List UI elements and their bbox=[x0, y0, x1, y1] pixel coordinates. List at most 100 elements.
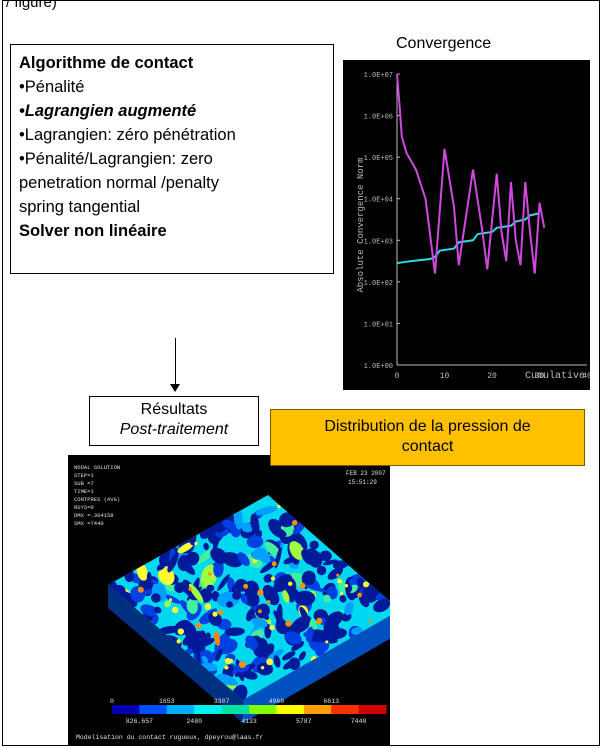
pressure-spot bbox=[217, 574, 230, 591]
algorithm-item: penetration normal /penalty bbox=[19, 174, 219, 192]
pressure-peak bbox=[137, 586, 144, 593]
colorbar-segment bbox=[303, 705, 332, 714]
pressure-spot bbox=[256, 662, 274, 676]
pressure-spot bbox=[332, 560, 348, 570]
pressure-spot bbox=[255, 505, 278, 516]
pressure-spot bbox=[146, 571, 152, 584]
pressure-spot bbox=[210, 547, 228, 564]
pressure-spot bbox=[216, 673, 238, 686]
pressure-spot bbox=[273, 527, 287, 537]
pressure-spot bbox=[203, 542, 209, 551]
pressure-spot bbox=[273, 574, 293, 593]
convergence-norm-line bbox=[396, 73, 546, 274]
pressure-spot bbox=[177, 542, 194, 554]
pressure-spot bbox=[251, 547, 267, 560]
pressure-spot bbox=[316, 565, 327, 576]
pressure-spot bbox=[224, 627, 245, 636]
pressure-spot bbox=[344, 601, 354, 616]
pressure-spot bbox=[206, 584, 215, 592]
pressure-spot bbox=[298, 651, 306, 661]
pressure-spot bbox=[282, 651, 296, 661]
pressure-spot bbox=[367, 588, 382, 603]
pressure-spot bbox=[215, 648, 223, 662]
pressure-spot bbox=[233, 508, 243, 530]
pressure-spot bbox=[154, 606, 162, 614]
pressure-peak bbox=[316, 617, 323, 625]
pressure-spot bbox=[290, 624, 300, 634]
pressure-spot bbox=[213, 559, 224, 578]
colorbar-label: 4960 bbox=[269, 698, 285, 705]
pressure-peak bbox=[172, 606, 179, 614]
plot-header-line: NODAL SOLUTION bbox=[74, 464, 120, 471]
pressure-peak bbox=[204, 603, 212, 611]
pressure-spot bbox=[208, 612, 223, 627]
convergence-xtick-label: 10 bbox=[440, 372, 450, 381]
distribution-line2: contact bbox=[401, 438, 454, 455]
pressure-spot bbox=[339, 595, 347, 603]
pressure-spot bbox=[182, 630, 203, 646]
colorbar-segment bbox=[166, 705, 195, 714]
pressure-spot bbox=[216, 632, 230, 648]
convergence-ytick-label: 1.0E+04 bbox=[364, 197, 393, 205]
pressure-peak bbox=[266, 658, 273, 666]
convergence-ylabel: Absolute Convergence Norm bbox=[356, 157, 366, 292]
pressure-peak bbox=[257, 589, 264, 596]
pressure-spot bbox=[284, 631, 302, 645]
plot-caption: Modelisation du contact rugueux, dpeyrou… bbox=[76, 734, 263, 741]
pressure-spot bbox=[140, 604, 158, 617]
convergence-xtick-label: 20 bbox=[487, 372, 497, 381]
colorbar-label: 6613 bbox=[323, 698, 339, 705]
plot-header-line: STEP=1 bbox=[74, 472, 95, 479]
pressure-peak bbox=[176, 639, 181, 644]
convergence-ytick-label: 1.0E+03 bbox=[364, 238, 393, 246]
pressure-spot bbox=[136, 563, 148, 581]
pressure-peak bbox=[260, 665, 265, 670]
colorbar-label: 5787 bbox=[296, 718, 312, 725]
pressure-spot bbox=[237, 552, 250, 567]
pressure-peak bbox=[285, 620, 292, 627]
pressure-spot bbox=[152, 614, 159, 625]
pressure-spot bbox=[282, 590, 290, 603]
pressure-spot bbox=[214, 631, 221, 646]
algorithm-item: •Lagrangien: zéro pénétration bbox=[19, 126, 236, 144]
pressure-peak bbox=[257, 609, 262, 614]
pressure-spot bbox=[167, 552, 179, 573]
pressure-spot bbox=[240, 593, 248, 604]
pressure-spot bbox=[356, 577, 366, 588]
pressure-spot bbox=[250, 513, 260, 535]
colorbar-segment bbox=[249, 705, 277, 714]
colorbar-segment bbox=[194, 705, 223, 714]
pressure-spot bbox=[319, 550, 332, 562]
pressure-spot bbox=[263, 573, 273, 583]
pressure-spot bbox=[164, 594, 181, 604]
pressure-spot bbox=[273, 610, 286, 627]
plot-header-line: CONTPRES (AVG) bbox=[74, 496, 120, 503]
block-left-face bbox=[108, 585, 243, 723]
pressure-spot bbox=[245, 635, 258, 650]
pressure-spot bbox=[150, 593, 161, 603]
pressure-peak bbox=[218, 610, 224, 616]
flow-arrow-line bbox=[175, 338, 176, 386]
pressure-spot bbox=[289, 541, 305, 560]
pressure-spot bbox=[322, 559, 338, 566]
pressure-peak bbox=[212, 611, 218, 617]
pressure-peak bbox=[344, 584, 349, 588]
convergence-chart: Absolute Convergence Norm Cumulative 1.0… bbox=[356, 72, 590, 382]
pressure-peak bbox=[177, 628, 184, 635]
algorithm-item: spring tangential bbox=[19, 198, 141, 216]
pressure-spot bbox=[305, 584, 327, 593]
colorbar-label: 1653 bbox=[159, 698, 175, 705]
algorithm-item: •Pénalité/Lagrangien: zero bbox=[19, 150, 213, 168]
pressure-peak bbox=[299, 582, 306, 589]
convergence-ytick-label: 1.0E+01 bbox=[364, 321, 393, 329]
algorithm-item: •Lagrangien augmenté bbox=[19, 102, 197, 120]
pressure-peak bbox=[228, 658, 234, 664]
pressure-spot bbox=[273, 655, 281, 668]
pressure-pattern bbox=[108, 504, 390, 700]
pressure-spot bbox=[232, 590, 242, 600]
pressure-spot bbox=[327, 567, 343, 580]
colorbar-label: 826.657 bbox=[126, 718, 153, 725]
pressure-spot bbox=[358, 593, 370, 608]
pressure-peak bbox=[287, 581, 293, 587]
pressure-spot bbox=[124, 569, 135, 583]
